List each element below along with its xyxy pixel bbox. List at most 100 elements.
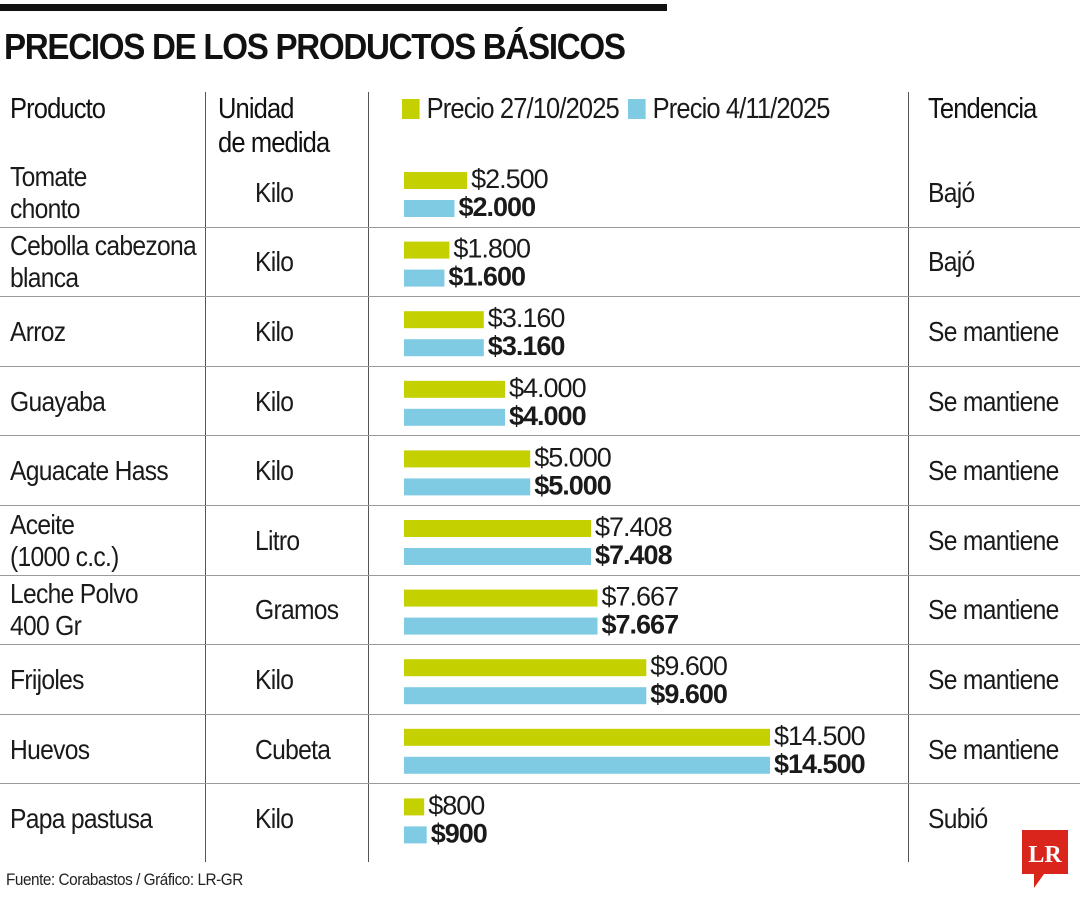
bar-series1 bbox=[404, 380, 505, 398]
unit-cell: Kilo bbox=[255, 455, 294, 487]
product-name-line: Papa pastusa bbox=[10, 803, 153, 835]
value-label-series2: $4.000 bbox=[509, 401, 586, 431]
lr-logo-icon: LR bbox=[1022, 830, 1068, 888]
bar-series2 bbox=[404, 269, 445, 287]
product-name-line: 400 Gr bbox=[10, 610, 82, 642]
unit-cell: Cubeta bbox=[255, 733, 331, 765]
trend-cell: Se mantiene bbox=[928, 663, 1059, 695]
unit-cell: Litro bbox=[255, 524, 300, 556]
row-divider bbox=[0, 296, 1080, 298]
value-label-series1: $4.000 bbox=[509, 373, 586, 403]
row-divider bbox=[0, 435, 1080, 437]
row-divider bbox=[0, 574, 1080, 576]
row-divider bbox=[0, 713, 1080, 715]
header-trend: Tendencia bbox=[928, 93, 1037, 125]
column-divider-2 bbox=[368, 92, 369, 862]
trend-cell: Subió bbox=[928, 803, 988, 835]
row-divider bbox=[0, 226, 1080, 228]
product-name: Aguacate Hass bbox=[10, 455, 169, 487]
product-name-line: Aceite bbox=[10, 508, 75, 540]
product-name: Papa pastusa bbox=[10, 803, 153, 835]
product-name-line: blanca bbox=[10, 262, 79, 294]
value-label-series1: $9.600 bbox=[650, 651, 727, 681]
product-cell: Aguacate Hass bbox=[10, 436, 169, 506]
bar-series1 bbox=[404, 172, 468, 189]
value-label-series1: $7.408 bbox=[595, 512, 672, 542]
product-cell: Cebolla cabezona blanca bbox=[10, 228, 197, 298]
product-name: Guayaba bbox=[10, 385, 106, 418]
legend-swatch-series2 bbox=[628, 99, 647, 119]
value-label-series2: $1.600 bbox=[448, 262, 525, 292]
bar-series2 bbox=[404, 408, 505, 426]
unit-cell: Kilo bbox=[255, 663, 294, 695]
product-cell: Arroz bbox=[10, 297, 66, 367]
trend-cell: Bajó bbox=[928, 176, 975, 208]
value-label-series2: $7.667 bbox=[602, 610, 679, 640]
value-label-series2: $900 bbox=[431, 818, 487, 848]
product-cell: Leche Polvo 400 Gr bbox=[10, 576, 139, 646]
legend-label-series1: Precio 27/10/2025 bbox=[426, 92, 620, 125]
bar-series2 bbox=[404, 617, 598, 635]
value-label-series1: $14.500 bbox=[774, 721, 865, 751]
product-name-line: Guayaba bbox=[10, 385, 106, 417]
trend-cell: Se mantiene bbox=[928, 315, 1059, 347]
product-name: Tomate chonto bbox=[10, 161, 87, 225]
trend-cell: Se mantiene bbox=[928, 385, 1059, 417]
header-unit: Unidad de medida bbox=[218, 92, 330, 160]
product-cell: Guayaba bbox=[10, 367, 106, 437]
row-divider bbox=[0, 783, 1080, 785]
bar-series2 bbox=[404, 548, 591, 565]
unit-cell: Kilo bbox=[255, 246, 294, 278]
logo-text: LR bbox=[1028, 842, 1062, 868]
product-name: Arroz bbox=[10, 315, 66, 348]
product-name-line: Frijoles bbox=[10, 663, 84, 695]
product-name-line: Tomate bbox=[10, 160, 87, 192]
bar-series2 bbox=[404, 826, 427, 844]
bar-series1 bbox=[404, 589, 598, 607]
trend-cell: Bajó bbox=[928, 246, 975, 278]
row-divider bbox=[0, 644, 1080, 646]
source-note: Fuente: Corabastos / Gráfico: LR-GR bbox=[6, 870, 243, 889]
unit-cell: Kilo bbox=[255, 385, 294, 417]
chart-title: PRECIOS DE LOS PRODUCTOS BÁSICOS bbox=[4, 26, 626, 67]
value-label-series2: $3.160 bbox=[488, 331, 565, 361]
value-label-series2: $5.000 bbox=[534, 470, 611, 500]
value-label-series1: $1.800 bbox=[453, 234, 530, 264]
row-divider bbox=[0, 365, 1080, 367]
product-name-line: Arroz bbox=[10, 315, 66, 347]
trend-cell: Se mantiene bbox=[928, 455, 1059, 487]
trend-cell: Se mantiene bbox=[928, 594, 1059, 626]
unit-cell: Kilo bbox=[255, 803, 294, 835]
unit-cell: Gramos bbox=[255, 594, 339, 626]
product-name-line: Aguacate Hass bbox=[10, 455, 169, 487]
bar-series1 bbox=[404, 450, 531, 468]
product-name-line: Cebolla cabezona bbox=[10, 230, 197, 262]
header-product: Producto bbox=[10, 93, 106, 125]
bar-series1 bbox=[404, 241, 450, 259]
bar-series2 bbox=[404, 339, 484, 357]
value-label-series1: $800 bbox=[428, 790, 484, 820]
legend-swatch-series1 bbox=[402, 99, 420, 119]
header-unit-line1: Unidad bbox=[218, 93, 294, 125]
product-cell: Frijoles bbox=[10, 645, 84, 715]
product-cell: Papa pastusa bbox=[10, 784, 153, 854]
legend-item-series1: Precio 27/10/2025 bbox=[402, 92, 620, 126]
column-divider-3 bbox=[908, 92, 909, 862]
product-name-line: chonto bbox=[10, 192, 80, 224]
product-cell: Tomate chonto bbox=[10, 158, 87, 228]
header-unit-line2: de medida bbox=[218, 127, 330, 159]
product-name: Aceite (1000 c.c.) bbox=[10, 509, 119, 573]
column-divider-1 bbox=[205, 92, 206, 862]
bar-series2 bbox=[404, 687, 647, 705]
product-name: Huevos bbox=[10, 734, 90, 766]
product-name-line: Leche Polvo bbox=[10, 578, 139, 610]
product-name: Cebolla cabezona blanca bbox=[10, 230, 197, 294]
product-cell: Aceite (1000 c.c.) bbox=[10, 506, 119, 576]
top-rule bbox=[0, 4, 667, 11]
bar-series1 bbox=[404, 728, 770, 746]
bar-series1 bbox=[404, 659, 647, 677]
value-label-series2: $14.500 bbox=[774, 749, 865, 779]
product-name: Frijoles bbox=[10, 664, 84, 696]
unit-cell: Kilo bbox=[255, 176, 294, 208]
product-cell: Huevos bbox=[10, 715, 90, 785]
